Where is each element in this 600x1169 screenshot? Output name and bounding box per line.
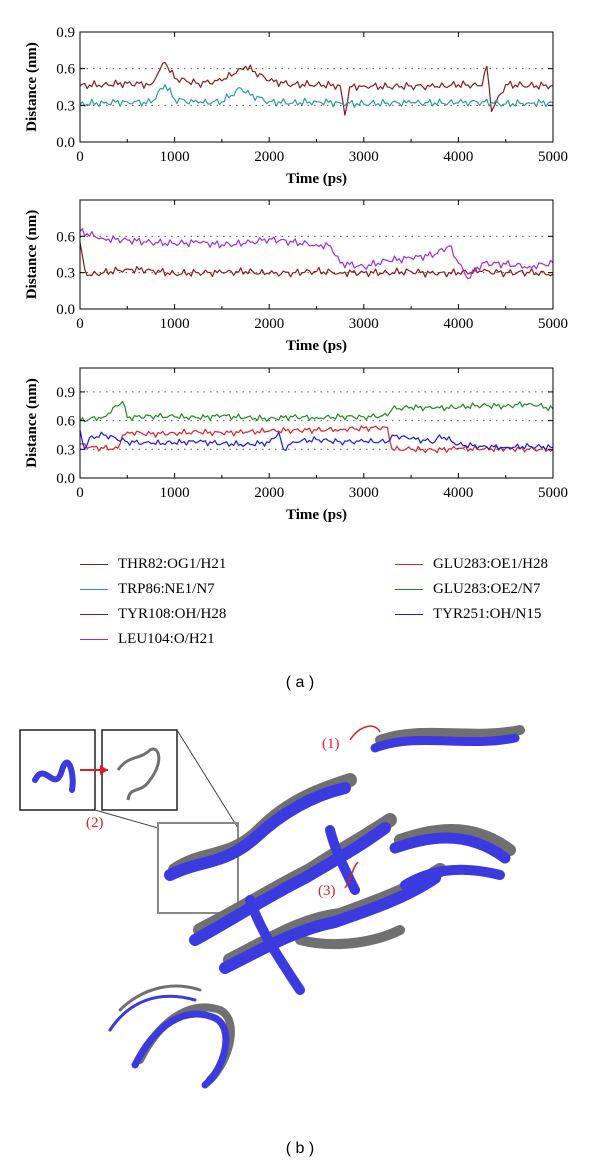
- series-line-2: [79, 400, 554, 423]
- plot-frame: [79, 31, 554, 143]
- x-tick-label: 1000: [160, 316, 190, 332]
- inset-after-box: [101, 729, 178, 811]
- x-tick-label: 4000: [443, 316, 473, 332]
- y-axis-label: Distance (nm): [24, 42, 40, 132]
- legend-item: TYR108:OH/H28: [80, 604, 226, 624]
- zoom-line-right: [176, 729, 239, 829]
- x-tick-label: 3000: [349, 149, 379, 165]
- panel-b-label: ( b ): [285, 1140, 315, 1157]
- x-tick-label: 2000: [254, 149, 284, 165]
- y-tick-label: 0.9: [56, 385, 75, 401]
- zoom-region-box: [157, 822, 239, 914]
- legend-label: THR82:OG1/H21: [118, 555, 227, 572]
- annotation-1: (1): [322, 736, 340, 752]
- x-tick-label: 3000: [349, 316, 379, 332]
- legend-swatch: [395, 588, 423, 590]
- annotation-3: (3): [318, 883, 336, 899]
- plot-frame: [79, 367, 554, 479]
- distance-charts: 0 1000 2000 3000 4000 5000 0.0 0.3 0.6 0.9 Time (p…: [24, 25, 568, 523]
- x-tick-label: 4000: [443, 485, 473, 501]
- series-line-2: [79, 228, 554, 280]
- y-axis-label: Distance (nm): [24, 210, 40, 300]
- y-tick-label: 0.0: [56, 302, 75, 318]
- legend-item: LEU104:O/H21: [80, 629, 215, 649]
- x-axis-label: Time (ps): [286, 171, 347, 187]
- series-line-2: [79, 83, 554, 108]
- x-tick-label: 5000: [538, 149, 568, 165]
- x-tick-label: 4000: [443, 149, 473, 165]
- legend-item: TRP86:NE1/N7: [80, 579, 215, 599]
- x-axis-label: Time (ps): [286, 338, 347, 354]
- y-tick-label: 0.6: [56, 62, 75, 78]
- annotation-2: (2): [86, 815, 104, 831]
- y-tick-label: 0.0: [56, 471, 75, 487]
- x-tick-label: 5000: [538, 485, 568, 501]
- legend-label: TYR251:OH/N15: [433, 605, 542, 622]
- legend-label: LEU104:O/H21: [118, 630, 215, 647]
- x-tick-label: 1000: [160, 485, 190, 501]
- legend-label: TYR108:OH/H28: [118, 605, 227, 622]
- protein-structure-image: (2) (1) (3): [19, 725, 525, 1089]
- legend-label: TRP86:NE1/N7: [118, 580, 215, 597]
- plot-frame: [79, 199, 554, 310]
- inset-arrowhead: [100, 765, 108, 775]
- blue-ribbons: [108, 733, 520, 1089]
- x-axis-label: Time (ps): [286, 507, 347, 523]
- legend-item: TYR251:OH/N15: [395, 604, 541, 624]
- series-line-1: [79, 242, 554, 278]
- x-tick-label: 3000: [349, 485, 379, 501]
- x-tick-label: 2000: [254, 316, 284, 332]
- legend-swatch: [395, 563, 423, 565]
- x-tick-label: 0: [76, 485, 84, 501]
- y-tick-label: 0.6: [56, 229, 75, 245]
- legend-label: GLU283:OE1/H28: [433, 555, 548, 572]
- annotation-1-arrow: [349, 725, 381, 741]
- y-tick-label: 0.0: [56, 135, 75, 151]
- x-tick-label: 0: [76, 149, 84, 165]
- y-tick-label: 0.3: [56, 98, 75, 114]
- panel-a-label: ( a ): [285, 674, 315, 691]
- annotation-3-arrow: [344, 861, 359, 889]
- inset-gray-loop: [116, 747, 161, 801]
- gray-ribbons: [118, 725, 525, 1084]
- legend-item: GLU283:OE2/N7: [395, 579, 541, 599]
- legend-swatch: [80, 563, 108, 565]
- chart-panel-3: 0 1000 2000 3000 4000 5000 0.0 0.3 0.6 0.9 Time (p…: [24, 367, 568, 523]
- legend-swatch: [80, 613, 108, 615]
- legend: THR82:OG1/H21 TRP86:NE1/N7 TYR108:OH/H28 LE…: [80, 554, 580, 654]
- series-line-1: [79, 61, 554, 116]
- y-tick-label: 0.3: [56, 266, 75, 282]
- x-tick-label: 1000: [160, 149, 190, 165]
- legend-item: GLU283:OE1/H28: [395, 554, 548, 574]
- series-line-1: [79, 425, 554, 454]
- series-line-3: [79, 430, 554, 452]
- legend-label: GLU283:OE2/N7: [433, 580, 541, 597]
- legend-swatch: [80, 588, 108, 590]
- zoom-line-left: [94, 809, 159, 829]
- legend-swatch: [395, 613, 423, 615]
- y-tick-label: 0.6: [56, 414, 75, 430]
- x-tick-label: 2000: [254, 485, 284, 501]
- x-tick-label: 5000: [538, 316, 568, 332]
- legend-swatch: [80, 638, 108, 640]
- chart-panel-1: 0 1000 2000 3000 4000 5000 0.0 0.3 0.6 0.9 Time (p…: [24, 25, 568, 187]
- y-axis-label: Distance (nm): [24, 378, 40, 468]
- y-tick-label: 0.3: [56, 442, 75, 458]
- x-tick-label: 0: [76, 316, 84, 332]
- inset-blue-helix: [32, 759, 76, 793]
- legend-item: THR82:OG1/H21: [80, 554, 226, 574]
- y-tick-label: 0.9: [56, 25, 75, 41]
- chart-panel-2: 0 1000 2000 3000 4000 5000 0.0 0.3 0.6 Time (ps) D…: [24, 199, 568, 354]
